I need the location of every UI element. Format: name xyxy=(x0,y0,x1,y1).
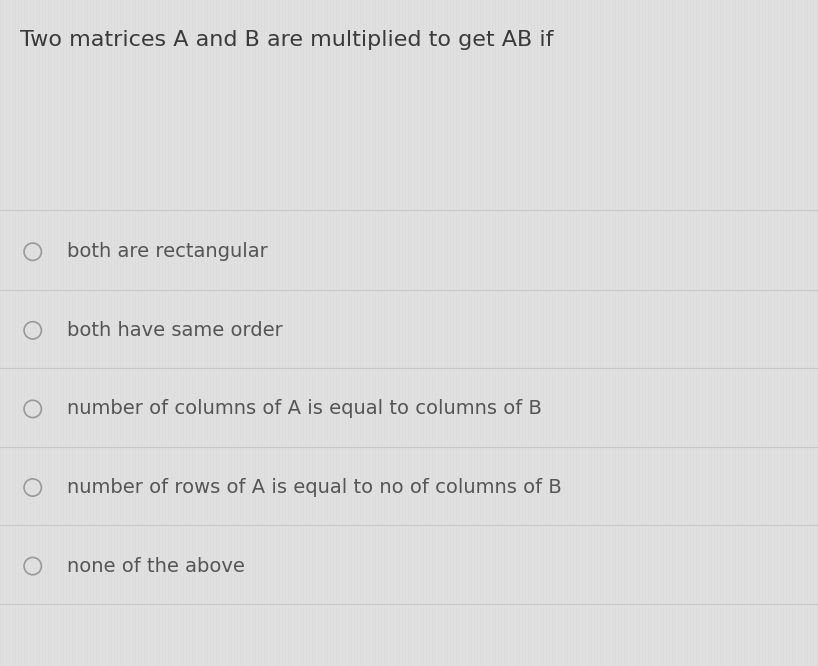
Text: both have same order: both have same order xyxy=(67,321,283,340)
Text: number of columns of A is equal to columns of B: number of columns of A is equal to colum… xyxy=(67,400,542,418)
Text: Two matrices A and B are multiplied to get AB if: Two matrices A and B are multiplied to g… xyxy=(20,30,554,50)
Text: none of the above: none of the above xyxy=(67,557,245,575)
Text: number of rows of A is equal to no of columns of B: number of rows of A is equal to no of co… xyxy=(67,478,562,497)
Text: both are rectangular: both are rectangular xyxy=(67,242,267,261)
